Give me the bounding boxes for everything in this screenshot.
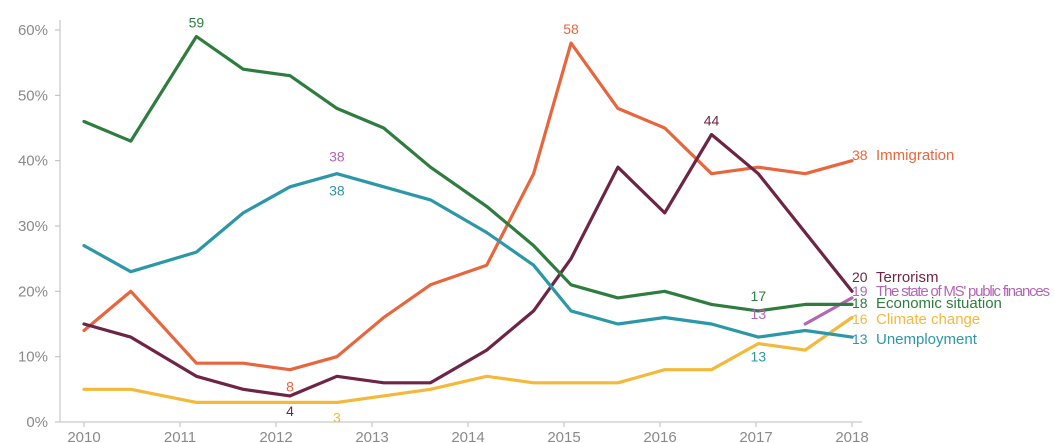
end-value-terrorism: 20	[852, 269, 868, 285]
x-tick-label: 2013	[355, 429, 388, 443]
series-line-climate-change	[82, 315, 854, 404]
series-line-immigration	[82, 41, 854, 372]
x-tick-label: 2018	[835, 429, 868, 443]
data-label-8: 17	[751, 288, 767, 304]
x-tick-label: 2014	[451, 429, 484, 443]
data-label-2: 44	[704, 113, 720, 129]
y-tick-label: 60%	[18, 22, 48, 39]
x-tick-label: 2017	[739, 429, 772, 443]
data-label-10: 13	[751, 349, 767, 365]
series-line-economic-situation	[82, 34, 854, 313]
end-name-economic-situation: Economic situation	[876, 295, 1002, 312]
end-value-the-state-of-ms-public-finances: 19	[852, 283, 868, 299]
end-name-terrorism: Terrorism	[876, 269, 939, 286]
data-label-1: 58	[563, 21, 579, 37]
data-label-3: 38	[329, 149, 345, 165]
end-value-immigration: 38	[852, 147, 868, 163]
end-name-the-state-of-ms-public-finances: The state of MS' public finances	[876, 283, 1050, 300]
x-tick-label: 2016	[643, 429, 676, 443]
y-tick-label: 50%	[18, 87, 48, 104]
x-tick-label: 2011	[164, 429, 196, 443]
y-tick-label: 40%	[18, 153, 48, 170]
series-line-the-state-of-ms-public-finances	[803, 296, 854, 326]
axes: 0%10%20%30%40%50%60%2010 2011 2012 2013 2014…	[18, 20, 869, 443]
y-tick-label: 10%	[18, 349, 48, 366]
x-tick-label: 2010	[67, 429, 100, 443]
data-label-7: 3	[333, 409, 341, 425]
end-value-climate-change: 16	[852, 311, 868, 327]
end-value-unemployment: 13	[852, 331, 868, 347]
x-tick-label: 2012	[259, 429, 292, 443]
series-line-terrorism	[82, 132, 854, 398]
series-lines	[82, 34, 854, 404]
data-label-0: 59	[189, 15, 205, 31]
end-value-economic-situation: 18	[852, 295, 868, 311]
data-label-6: 4	[286, 403, 294, 419]
y-tick-label: 30%	[18, 218, 48, 235]
end-name-unemployment: Unemployment	[876, 331, 978, 348]
data-label-4: 38	[329, 183, 345, 199]
y-tick-label: 0%	[26, 414, 48, 431]
series-line-unemployment	[82, 172, 854, 339]
end-labels: 38 Immigration 20 Terrorism 19 The state of M…	[852, 147, 1050, 348]
x-tick-label: 2015	[547, 429, 580, 443]
end-name-climate-change: Climate change	[876, 311, 980, 328]
data-label-5: 8	[286, 379, 294, 395]
data-label-9: 13	[751, 306, 767, 322]
y-tick-label: 20%	[18, 283, 48, 300]
data-labels: 59 58 44 38 38 8 4 3 17 13 13	[189, 15, 767, 426]
end-name-immigration: Immigration	[876, 147, 954, 164]
